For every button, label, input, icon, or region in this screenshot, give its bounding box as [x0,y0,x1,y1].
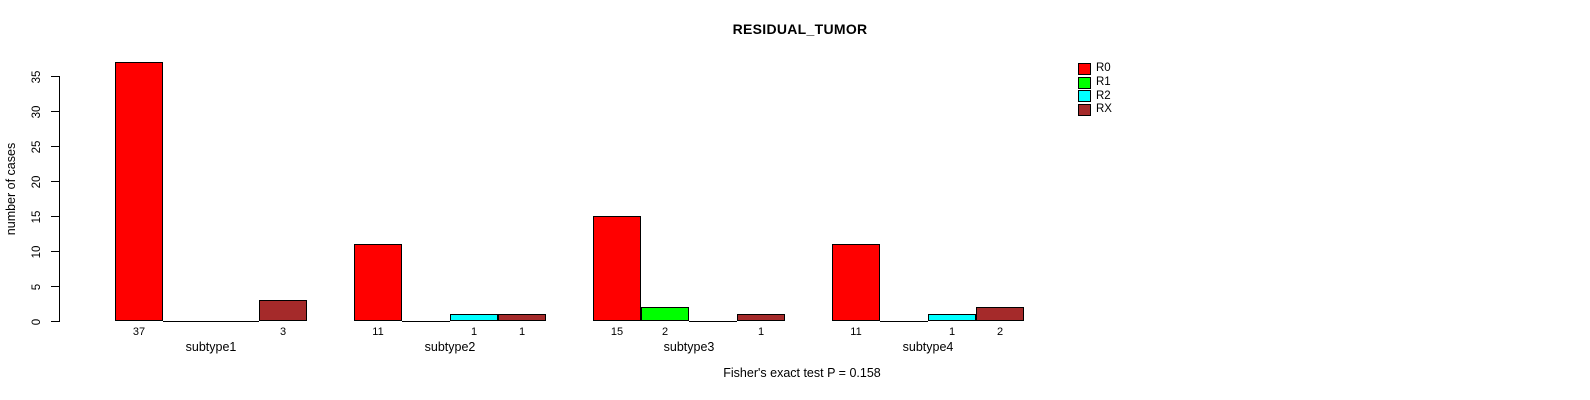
y-axis-tick-label: 10 [31,245,43,258]
y-axis-tick-label: 0 [31,318,43,325]
y-axis-tick-label: 35 [31,70,43,83]
y-axis-tick [51,146,59,147]
bar-R2-subtype3-zero [689,321,737,322]
legend-label-R1: R1 [1096,76,1111,89]
bar-R2-subtype4 [928,314,976,321]
bar-value-label: 1 [757,326,765,338]
legend-item-RX: RX [1078,103,1112,117]
bar-R1-subtype1-zero [163,321,211,322]
bar-value-label: 3 [279,326,287,338]
legend-label-RX: RX [1096,103,1112,116]
bar-value-label: 11 [850,326,862,338]
y-axis-label: number of cases [4,142,18,236]
bar-value-label: 1 [470,326,478,338]
category-label-subtype3: subtype3 [663,340,715,354]
bar-R0-subtype2 [354,244,402,321]
legend: R0 R1 R2 RX [1078,62,1112,117]
legend-swatch-R2 [1078,90,1091,103]
y-axis-tick-label: 20 [31,175,43,188]
y-axis-tick [51,321,59,322]
y-axis-tick-label: 25 [31,140,43,153]
category-label-subtype2: subtype2 [424,340,476,354]
y-axis-tick [51,181,59,182]
y-axis-tick [51,216,59,217]
stat-test-caption: Fisher's exact test P = 0.158 [723,366,881,380]
bar-R1-subtype4-zero [880,321,928,322]
bar-RX-subtype2 [498,314,546,321]
category-label-subtype4: subtype4 [902,340,954,354]
bar-value-label: 2 [996,326,1004,338]
bar-RX-subtype3 [737,314,785,321]
legend-swatch-R1 [1078,76,1091,89]
legend-swatch-R0 [1078,62,1091,75]
bar-value-label: 15 [610,326,624,338]
y-axis-tick [51,251,59,252]
bar-value-label: 11 [372,326,384,338]
bar-R1-subtype3 [641,307,689,321]
y-axis-tick-label: 5 [31,283,43,290]
bar-R0-subtype4 [832,244,880,321]
bar-RX-subtype1 [259,300,307,321]
chart-title: RESIDUAL_TUMOR [732,21,868,37]
bar-R2-subtype2 [450,314,498,321]
legend-item-R2: R2 [1078,89,1112,103]
y-axis-tick [51,111,59,112]
category-label-subtype1: subtype1 [185,340,237,354]
y-axis-line [59,76,60,322]
legend-label-R0: R0 [1096,62,1111,75]
bar-value-label: 37 [132,326,146,338]
bar-value-label: 1 [518,326,526,338]
bar-value-label: 1 [948,326,956,338]
bar-R1-subtype2-zero [402,321,450,322]
bar-R0-subtype3 [593,216,641,321]
bar-value-label: 2 [661,326,669,338]
y-axis-tick-label: 30 [31,105,43,118]
bar-R0-subtype1 [115,62,163,321]
y-axis-tick [51,286,59,287]
legend-label-R2: R2 [1096,89,1111,102]
legend-swatch-RX [1078,103,1091,116]
bar-R2-subtype1-zero [211,321,259,322]
bar-RX-subtype4 [976,307,1024,321]
y-axis-tick [51,76,59,77]
y-axis-tick-label: 15 [31,210,43,223]
legend-item-R1: R1 [1078,76,1112,90]
legend-item-R0: R0 [1078,62,1112,76]
